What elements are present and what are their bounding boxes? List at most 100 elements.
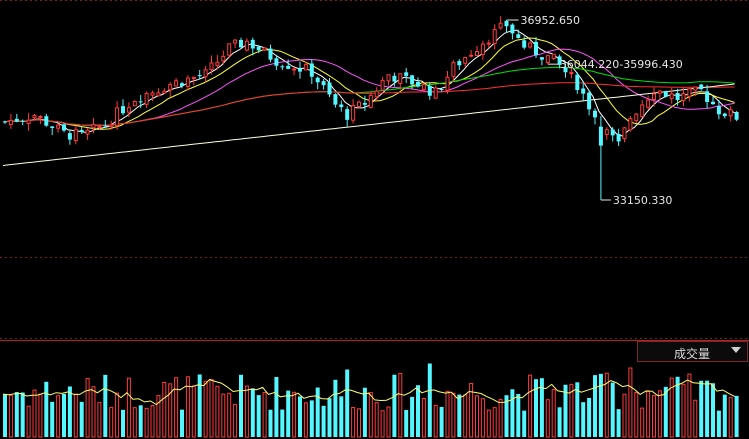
candle (115, 101, 120, 130)
candle (380, 76, 385, 91)
candle-body (587, 92, 592, 110)
candle-body (398, 73, 403, 84)
candle (398, 73, 403, 90)
candle-body (309, 63, 314, 77)
candle-body (244, 40, 249, 51)
candle (498, 16, 503, 30)
candle-body (67, 133, 72, 140)
candle-body (3, 121, 7, 123)
candle-body (528, 42, 533, 48)
candle-body (8, 119, 13, 125)
candle-body (392, 75, 397, 82)
volume-bar (8, 394, 13, 438)
volume-bar (734, 395, 739, 437)
candle (475, 45, 479, 56)
volume-bar (215, 385, 220, 438)
volume-bar (386, 406, 391, 438)
candle (8, 113, 13, 129)
candle-body (734, 112, 739, 120)
candle-body (50, 126, 55, 128)
volume-bar (681, 383, 686, 438)
candle-body (197, 75, 202, 77)
candle (315, 76, 320, 90)
candle (669, 87, 674, 104)
volume-bar (97, 402, 102, 438)
candle (539, 57, 544, 66)
candle (510, 23, 515, 40)
candle (416, 77, 420, 88)
candle-body (368, 94, 373, 108)
volume-bar (634, 391, 639, 438)
volume-bar (392, 374, 397, 437)
candle (563, 63, 568, 78)
candle-body (622, 127, 627, 140)
candle-body (79, 129, 84, 132)
volume-bar (32, 389, 37, 438)
volume-indicator-dropdown[interactable]: 成交量 (637, 341, 748, 362)
candle-body (262, 47, 267, 51)
candle-body (563, 67, 568, 73)
volume-bar (504, 395, 509, 437)
volume-bar (315, 387, 320, 437)
candle (557, 54, 562, 69)
volume-bar (280, 409, 285, 437)
candle (138, 95, 143, 109)
candle (439, 88, 444, 92)
candle (233, 38, 238, 49)
volume-bar (463, 394, 468, 438)
candle-body (539, 57, 544, 60)
candle-body (227, 43, 232, 56)
candle (598, 116, 603, 200)
candle (215, 54, 220, 70)
candle (469, 49, 474, 58)
candle-body (56, 124, 61, 129)
candle (32, 114, 37, 121)
candle (327, 77, 332, 98)
volume-bar (197, 374, 202, 437)
candle-body (44, 116, 49, 126)
volume-bar (91, 386, 96, 438)
candle (150, 90, 155, 102)
candle-body (616, 133, 621, 142)
volume-bar (62, 393, 66, 437)
candle (244, 38, 249, 52)
volume-bar (298, 396, 302, 437)
volume-bar (657, 390, 662, 438)
candle-body (121, 106, 125, 114)
volume-bar (56, 395, 61, 438)
volume-bar (138, 405, 143, 437)
candle-body (374, 90, 379, 98)
candle-body (628, 118, 633, 131)
candle (357, 100, 361, 109)
candle-body (498, 22, 503, 29)
volume-bar (728, 397, 733, 438)
candle (56, 123, 61, 133)
candle-body (180, 83, 184, 87)
candle (209, 55, 214, 75)
candle (457, 59, 462, 70)
candle-body (138, 101, 143, 103)
candle (339, 100, 344, 112)
candle (362, 95, 367, 111)
candle-body (693, 86, 698, 91)
candle (392, 72, 397, 87)
grid-lines (0, 0, 749, 341)
candle-body (174, 80, 179, 87)
candle (268, 44, 273, 63)
candle-body (492, 29, 497, 44)
candle (593, 108, 597, 125)
candle-body (126, 107, 131, 113)
volume-bar (3, 394, 7, 437)
volume-bar (475, 395, 479, 438)
low-price-label: 33150.330 (613, 194, 673, 207)
candle (321, 79, 326, 90)
candle (693, 86, 698, 97)
candle-body (416, 81, 420, 87)
candle (528, 41, 533, 49)
candle (50, 125, 55, 136)
candle-body (144, 93, 149, 105)
candle (38, 115, 43, 125)
volume-bar (711, 383, 715, 437)
candle-body (150, 92, 155, 96)
